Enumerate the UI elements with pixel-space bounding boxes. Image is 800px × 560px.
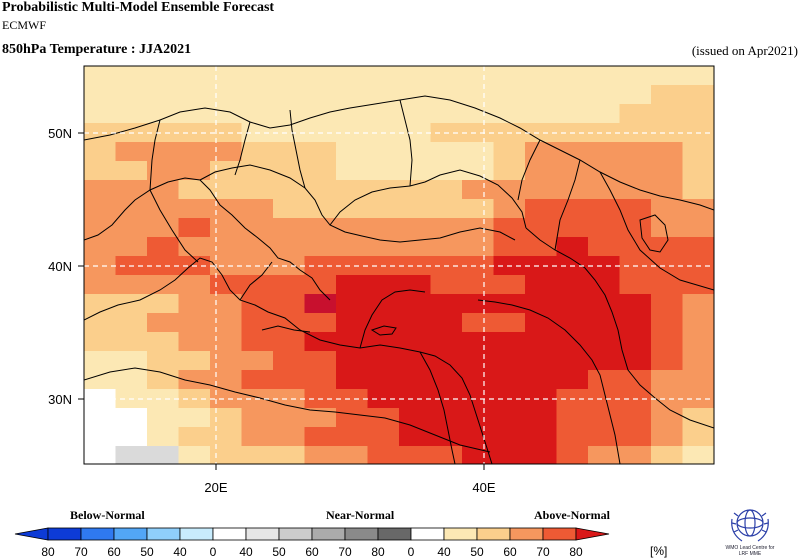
color-legend: 80 70 60 50 40 0 40 50 60 70 80 0 40 50 60 70 80 [%] xyxy=(14,527,667,559)
lat-lon-grid xyxy=(84,66,714,464)
variable-label: 850hPa Temperature : JJA2021 xyxy=(2,42,192,57)
legend-above-swatch xyxy=(476,527,511,541)
legend-below-gap xyxy=(212,527,247,541)
legend-tick-label: 70 xyxy=(536,545,550,559)
legend-below-arrow xyxy=(14,527,49,541)
lon-label-20e: 20E xyxy=(204,480,227,495)
legend-above-arrow xyxy=(575,527,610,541)
legend-tick-label: 80 xyxy=(371,545,385,559)
legend-near-gap xyxy=(410,527,445,541)
legend-tick-label: 80 xyxy=(569,545,583,559)
legend-tick-label: 60 xyxy=(503,545,517,559)
legend-tick-label: 70 xyxy=(338,545,352,559)
legend-above-normal: Above-Normal xyxy=(534,508,610,522)
lat-label-30n: 30N xyxy=(48,392,72,407)
legend-unit: [%] xyxy=(650,544,667,558)
legend-tick-label: 40 xyxy=(173,545,187,559)
legend-above-swatch xyxy=(509,527,544,541)
legend-tick-label: 80 xyxy=(41,545,55,559)
legend-near-swatch xyxy=(278,527,313,541)
issued-date: (issued on Apr2021) xyxy=(691,43,798,58)
logo-caption-line1: WMO Lead Centre for xyxy=(725,545,775,551)
logo-caption-line2: LRF MME xyxy=(738,551,762,557)
legend-below-swatch xyxy=(80,527,115,541)
wmo-logo-icon xyxy=(731,509,769,542)
legend-near-swatch xyxy=(245,527,280,541)
legend-below-swatch xyxy=(146,527,181,541)
lat-label-50n: 50N xyxy=(48,126,72,141)
legend-tick-label: 0 xyxy=(408,545,415,559)
lat-label-40n: 40N xyxy=(48,259,72,274)
legend-below-swatch xyxy=(179,527,214,541)
legend-near-swatch xyxy=(311,527,346,541)
legend-tick-label: 60 xyxy=(107,545,121,559)
legend-above-swatch xyxy=(542,527,577,541)
probability-field xyxy=(84,66,714,464)
legend-near-normal: Near-Normal xyxy=(326,508,395,522)
legend-tick-label: 0 xyxy=(210,545,217,559)
land-borders xyxy=(84,95,714,464)
legend-tick-label: 50 xyxy=(272,545,286,559)
legend-near-swatch xyxy=(344,527,379,541)
legend-ticks: 80 70 60 50 40 0 40 50 60 70 80 0 40 50 60 70 80 xyxy=(41,545,583,559)
legend-below-normal: Below-Normal xyxy=(70,508,145,522)
logo-caption: WMO Lead Centre for LRF MME xyxy=(700,545,800,557)
model-name: ECMWF xyxy=(2,18,47,32)
legend-tick-label: 60 xyxy=(305,545,319,559)
legend-tick-label: 50 xyxy=(140,545,154,559)
legend-tick-label: 40 xyxy=(239,545,253,559)
legend-above-swatch xyxy=(443,527,478,541)
legend-below-swatch xyxy=(113,527,148,541)
legend-near-swatch xyxy=(377,527,412,541)
lon-label-40e: 40E xyxy=(472,480,495,495)
legend-tick-label: 40 xyxy=(437,545,451,559)
map-frame xyxy=(83,65,715,465)
legend-tick-label: 70 xyxy=(74,545,88,559)
legend-colorbar xyxy=(14,527,610,541)
legend-tick-label: 50 xyxy=(470,545,484,559)
forecast-map: 20E 40E 50N 40N 30N xyxy=(48,65,715,495)
map-title: Probabilistic Multi-Model Ensemble Forec… xyxy=(2,0,275,15)
legend-below-swatch xyxy=(47,527,82,541)
